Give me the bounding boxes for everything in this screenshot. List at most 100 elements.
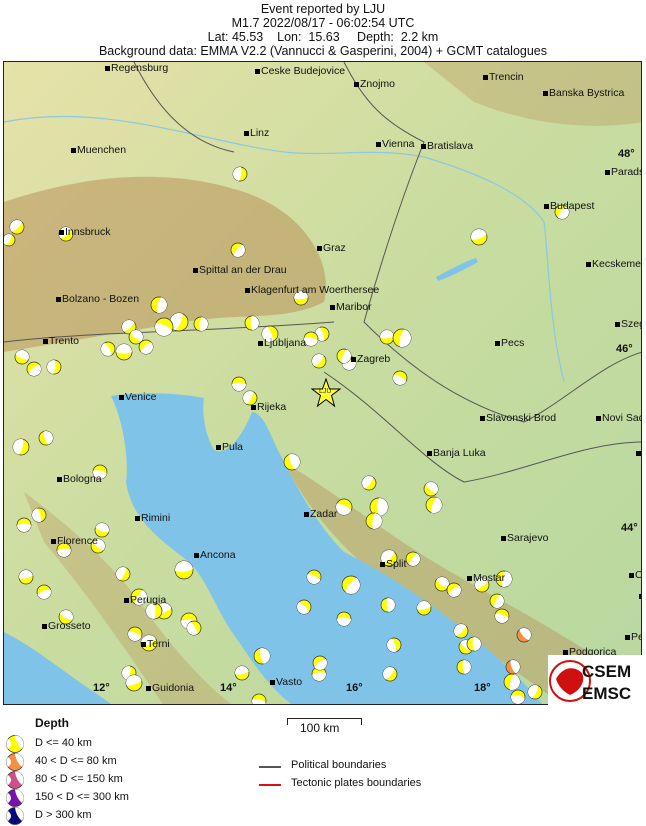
earthquake-beachball[interactable] bbox=[38, 429, 55, 446]
earthquake-beachball[interactable] bbox=[369, 497, 389, 517]
earthquake-beachball[interactable] bbox=[451, 621, 469, 639]
earthquake-beachball[interactable] bbox=[124, 673, 143, 692]
earthquake-beachball[interactable] bbox=[92, 464, 108, 480]
lat-label: 44° bbox=[621, 522, 638, 534]
earthquake-beachball[interactable] bbox=[150, 296, 169, 315]
earthquake-beachball[interactable] bbox=[554, 204, 572, 222]
earthquake-beachball[interactable] bbox=[489, 593, 506, 610]
earthquake-beachball[interactable] bbox=[392, 328, 413, 349]
earthquake-beachball[interactable] bbox=[390, 370, 408, 388]
event-star-icon[interactable] bbox=[311, 378, 341, 408]
earthquake-beachball[interactable] bbox=[16, 517, 32, 533]
earthquake-beachball[interactable] bbox=[283, 451, 303, 471]
earthquake-beachball[interactable] bbox=[251, 693, 267, 705]
city-label: Trencin bbox=[483, 71, 524, 83]
earthquake-beachball[interactable] bbox=[231, 376, 247, 392]
earthquake-beachball[interactable] bbox=[90, 536, 108, 554]
earthquake-beachball[interactable] bbox=[98, 341, 116, 359]
earthquake-beachball[interactable] bbox=[425, 496, 444, 515]
city-label: Sarajevo bbox=[500, 532, 549, 544]
earthquake-beachball[interactable] bbox=[232, 166, 248, 182]
earthquake-beachball[interactable] bbox=[379, 329, 395, 345]
city-label: Vasto bbox=[269, 676, 303, 688]
earthquake-beachball[interactable] bbox=[380, 597, 396, 613]
earthquake-beachball[interactable] bbox=[312, 655, 330, 673]
earthquake-beachball[interactable] bbox=[46, 359, 62, 375]
earthquake-beachball[interactable] bbox=[359, 473, 377, 491]
earthquake-beachball[interactable] bbox=[174, 560, 194, 580]
earthquake-beachball[interactable] bbox=[503, 673, 522, 692]
earthquake-beachball[interactable] bbox=[260, 325, 279, 344]
earthquake-beachball[interactable] bbox=[305, 569, 322, 586]
earthquake-beachball[interactable] bbox=[128, 327, 146, 345]
earthquake-beachball[interactable] bbox=[416, 600, 432, 616]
earthquake-beachball[interactable] bbox=[472, 575, 490, 593]
earthquake-beachball[interactable] bbox=[469, 227, 488, 246]
depth-legend-beachball-icon bbox=[6, 753, 24, 771]
earthquake-beachball[interactable] bbox=[240, 388, 258, 406]
earthquake-beachball[interactable] bbox=[193, 316, 209, 332]
event-magnitude-time: M1.7 2022/08/17 - 06:02:54 UTC bbox=[231, 16, 415, 30]
earthquake-beachball[interactable] bbox=[113, 564, 131, 582]
earthquake-beachball[interactable] bbox=[516, 625, 534, 643]
earthquake-beachball[interactable] bbox=[26, 361, 44, 379]
earthquake-beachball[interactable] bbox=[138, 339, 156, 357]
danube-river bbox=[4, 115, 565, 383]
earthquake-beachball[interactable] bbox=[526, 683, 543, 700]
city-label: Maribor bbox=[330, 301, 372, 313]
earthquake-beachball[interactable] bbox=[36, 584, 53, 601]
earthquake-beachball[interactable] bbox=[7, 217, 25, 235]
earthquake-beachball[interactable] bbox=[405, 551, 423, 569]
city-label: Rijeka bbox=[250, 401, 287, 413]
earthquake-beachball[interactable] bbox=[94, 521, 111, 538]
earthquake-beachball[interactable] bbox=[230, 242, 248, 260]
earthquake-beachball[interactable] bbox=[119, 317, 137, 335]
earthquake-beachball[interactable] bbox=[184, 620, 202, 638]
earthquake-beachball[interactable] bbox=[456, 659, 472, 675]
earthquake-beachball[interactable] bbox=[385, 637, 402, 654]
earthquake-beachball[interactable] bbox=[466, 636, 482, 652]
earthquake-beachball[interactable] bbox=[378, 547, 398, 567]
earthquake-beachball[interactable] bbox=[309, 351, 327, 369]
earthquake-beachball[interactable] bbox=[293, 290, 309, 306]
earthquake-beachball[interactable] bbox=[505, 658, 522, 675]
earthquake-beachball[interactable] bbox=[336, 611, 352, 627]
earthquake-beachball[interactable] bbox=[58, 607, 76, 625]
earthquake-beachball[interactable] bbox=[493, 608, 510, 625]
earthquake-beachball[interactable] bbox=[30, 507, 47, 524]
earthquake-beachball[interactable] bbox=[56, 542, 72, 558]
earthquake-beachball[interactable] bbox=[11, 437, 30, 456]
earthquake-beachball[interactable] bbox=[253, 647, 271, 665]
earthquake-beachball[interactable] bbox=[311, 666, 327, 682]
earthquake-beachball[interactable] bbox=[341, 575, 364, 598]
earthquake-beachball[interactable] bbox=[303, 331, 319, 347]
earthquake-beachball[interactable] bbox=[115, 343, 133, 361]
depth-legend-beachball-icon bbox=[6, 735, 24, 753]
earthquake-beachball[interactable] bbox=[365, 512, 383, 530]
earthquake-beachball[interactable] bbox=[145, 602, 163, 620]
earthquake-beachball[interactable] bbox=[126, 626, 143, 643]
tectonic-boundary-line bbox=[259, 784, 281, 786]
earthquake-beachball[interactable] bbox=[4, 232, 16, 247]
city-label: Paradsas bbox=[604, 166, 641, 178]
earthquake-beachball[interactable] bbox=[446, 582, 464, 600]
earthquake-beachball[interactable] bbox=[495, 570, 513, 589]
depth-legend-label: 80 < D <= 150 km bbox=[35, 773, 123, 785]
earthquake-beachball[interactable] bbox=[152, 317, 174, 339]
city-label: Cacak bbox=[629, 569, 641, 581]
earthquake-beachball[interactable] bbox=[380, 664, 398, 682]
city-label: Pecs bbox=[494, 337, 525, 349]
earthquake-beachball[interactable] bbox=[434, 574, 452, 592]
earthquake-beachball[interactable] bbox=[244, 315, 260, 331]
earthquake-beachball[interactable] bbox=[294, 599, 312, 617]
earthquake-beachball[interactable] bbox=[234, 665, 250, 681]
earthquake-beachball[interactable] bbox=[510, 689, 526, 705]
earthquake-beachball[interactable] bbox=[333, 498, 353, 518]
earthquake-beachball[interactable] bbox=[336, 348, 353, 365]
city-label: Perugia bbox=[123, 594, 167, 606]
earthquake-beachball[interactable] bbox=[18, 569, 34, 585]
earthquake-beachball[interactable] bbox=[14, 348, 31, 365]
earthquake-beachball[interactable] bbox=[130, 588, 150, 608]
seismic-map[interactable]: LJU Regensburg Ceske Budejovice Znojmo Tren… bbox=[3, 61, 642, 705]
earthquake-beachball[interactable] bbox=[423, 479, 441, 497]
